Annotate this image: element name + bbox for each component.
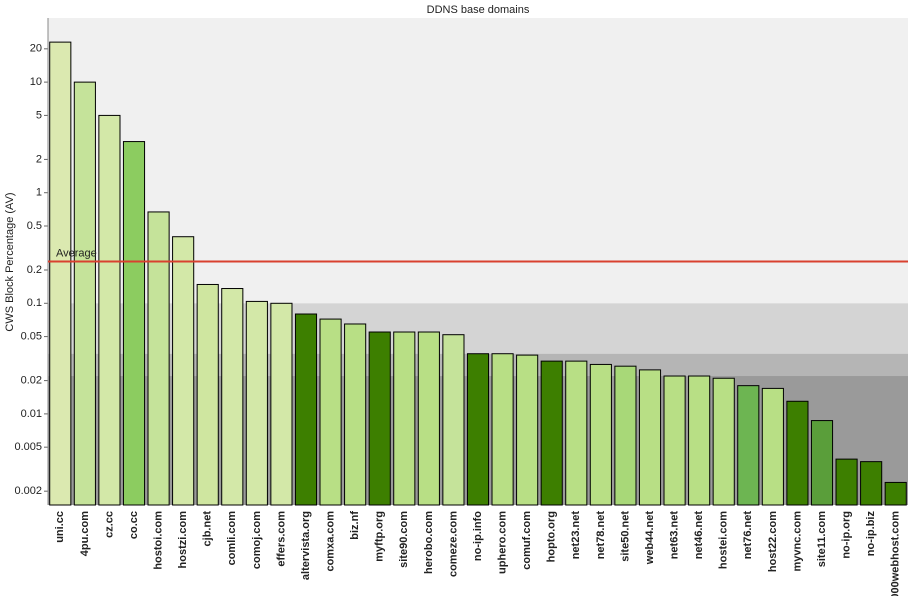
bar <box>196 283 219 506</box>
bar <box>786 400 809 506</box>
bar <box>73 81 96 506</box>
bar <box>49 41 72 506</box>
bar <box>245 300 268 506</box>
y-tick-label: 0.1 <box>27 297 42 309</box>
bar <box>393 331 416 506</box>
bar <box>540 360 563 506</box>
y-axis-label: CWS Block Percentage (AV) <box>4 192 16 331</box>
x-tick-label: effers.com <box>275 511 287 567</box>
x-tick-label: hostoi.com <box>152 511 164 570</box>
y-tick-label: 20 <box>30 43 42 55</box>
y-tick-label: 2 <box>36 153 42 165</box>
chart-title: DDNS base domains <box>427 4 530 16</box>
x-tick-label: myvnc.com <box>791 511 803 572</box>
bar <box>294 313 318 506</box>
bar <box>688 375 711 506</box>
bar <box>98 114 121 506</box>
bar <box>835 458 858 506</box>
y-tick-label: 5 <box>36 109 42 121</box>
x-tick-label: hostei.com <box>718 511 730 569</box>
x-tick-label: net23.net <box>570 511 582 560</box>
bar <box>491 353 514 506</box>
bar <box>737 385 760 506</box>
x-tick-label: co.cc <box>128 511 140 539</box>
bar <box>147 211 170 506</box>
x-tick-label: no-ip.info <box>472 511 484 561</box>
y-tick-label: 0.01 <box>21 408 42 420</box>
bar <box>638 369 662 506</box>
average-label: Average <box>56 247 97 259</box>
x-tick-label: comeze.com <box>447 511 459 577</box>
bar <box>442 334 465 506</box>
bar <box>761 387 784 506</box>
x-tick-label: site90.com <box>398 511 410 568</box>
bar <box>516 354 539 506</box>
x-tick-label: site50.net <box>619 511 631 562</box>
x-tick-label: net76.net <box>742 511 754 560</box>
x-tick-label: comoj.com <box>251 511 263 569</box>
x-tick-label: hopto.org <box>546 511 558 562</box>
bar <box>589 363 612 506</box>
bar <box>466 353 490 506</box>
bar <box>614 365 637 506</box>
bar <box>810 420 834 506</box>
x-tick-label: uni.cc <box>54 511 66 543</box>
x-tick-label: host22.com <box>767 511 779 572</box>
x-tick-label: uphero.com <box>496 511 508 574</box>
y-tick-label: 0.5 <box>27 220 42 232</box>
bar <box>663 375 686 506</box>
bar <box>221 288 244 506</box>
x-tick-label: comli.com <box>226 511 238 566</box>
x-tick-label: hostzi.com <box>177 511 189 569</box>
x-tick-label: net78.net <box>595 511 607 560</box>
x-tick-label: comuf.com <box>521 511 533 570</box>
bar <box>344 323 367 506</box>
y-tick-label: 0.002 <box>14 485 42 497</box>
y-tick-label: 0.02 <box>21 375 42 387</box>
bar <box>884 481 907 506</box>
y-tick-label: 0.2 <box>27 264 42 276</box>
bar <box>860 461 883 506</box>
x-tick-label: myftp.org <box>374 511 386 562</box>
bar <box>270 302 293 506</box>
x-tick-label: biz.nf <box>349 511 361 540</box>
y-tick-label: 0.05 <box>21 330 42 342</box>
bar <box>712 377 735 506</box>
x-tick-label: net63.net <box>668 511 680 560</box>
x-tick-label: no-ip.org <box>840 511 852 559</box>
x-tick-label: web44.net <box>644 511 656 566</box>
x-tick-label: 4pu.com <box>79 511 91 556</box>
bar <box>172 236 195 506</box>
bar <box>565 360 588 506</box>
x-tick-label: cz.cc <box>103 511 115 538</box>
x-tick-label: cjb.net <box>202 511 214 547</box>
x-tick-label: site11.com <box>816 511 828 567</box>
x-tick-label: herobo.com <box>423 511 435 574</box>
x-tick-label: altervista.org <box>300 511 312 580</box>
x-tick-label: net46.net <box>693 511 705 560</box>
bar <box>122 141 146 506</box>
x-tick-label: comxa.com <box>324 511 336 572</box>
x-tick-label: 000webhost.com <box>890 511 902 596</box>
y-tick-label: 10 <box>30 76 42 88</box>
x-tick-label: no-ip.biz <box>865 511 877 557</box>
y-tick-label: 1 <box>36 187 42 199</box>
y-tick-label: 0.005 <box>14 441 42 453</box>
bar <box>368 331 391 506</box>
bar <box>319 318 342 506</box>
bar <box>417 331 440 506</box>
